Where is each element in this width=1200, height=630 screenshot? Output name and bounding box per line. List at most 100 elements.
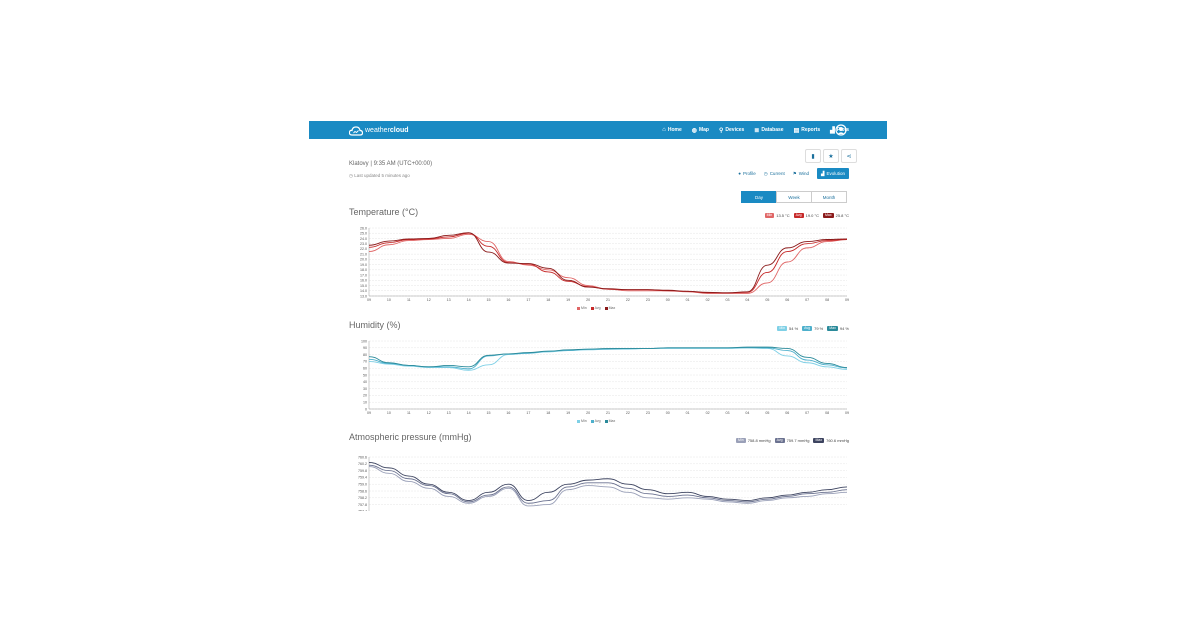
pressure-chart[interactable]: 760.6 760.2 759.8 759.4 759.0 758.6 758.2 757.8… — [349, 454, 849, 511]
share-button[interactable]: ⋖ — [841, 149, 857, 163]
temperature-badges: Min 13.5 °C Avg 19.0 °C Max 25.8 °C — [761, 213, 849, 218]
tab-evolution[interactable]: ▟ Evolution — [817, 168, 849, 179]
y-tick-label: 20 — [363, 394, 367, 398]
database-icon: ≣ — [754, 127, 760, 134]
y-tick-label: 17.0 — [360, 273, 367, 277]
nav-item-home[interactable]: ⌂ Home — [662, 127, 682, 133]
badge-value: 758.8 mmHg — [747, 438, 771, 443]
x-tick-label: 21 — [606, 411, 610, 415]
tab-label: Current — [769, 171, 785, 176]
legend-item-min[interactable]: Min — [577, 306, 587, 310]
y-tick-label: 15.0 — [360, 284, 367, 288]
badge-avg: Avg 79 % — [802, 326, 823, 331]
x-tick-label: 17 — [526, 298, 530, 302]
weathercloud-logo[interactable]: weather cloud — [349, 124, 409, 136]
y-tick-label: 13.0 — [360, 294, 367, 298]
x-tick-label: 21 — [606, 298, 610, 302]
nav-item-database[interactable]: ≣ Database — [754, 127, 783, 134]
y-tick-label: 758.6 — [358, 489, 367, 493]
nav-item-plots[interactable]: ▟ Plots — [830, 127, 849, 134]
nav-item-label: Devices — [725, 127, 745, 133]
x-tick-label: 09 — [367, 298, 371, 302]
range-day-button[interactable]: Day — [741, 191, 777, 203]
badge-tag: Min — [777, 326, 788, 331]
x-tick-label: 11 — [407, 411, 411, 415]
x-tick-label: 15 — [487, 298, 491, 302]
legend-item-avg[interactable]: Avg — [590, 306, 601, 310]
clock-icon: ◷ — [349, 173, 355, 178]
temperature-chart[interactable]: 26.0 25.024.023.022.021.0 20.019.018.017.0… — [349, 225, 849, 305]
nav-item-devices[interactable]: ⚲ Devices — [719, 127, 744, 134]
bar-chart-icon: ▮ — [811, 153, 815, 160]
x-tick-label: 20 — [586, 411, 590, 415]
badge-min: Min 13.5 °C — [764, 213, 790, 218]
nav-item-map[interactable]: ◍ Map — [692, 127, 709, 134]
x-tick-label: 12 — [427, 411, 431, 415]
x-tick-label: 22 — [626, 411, 630, 415]
badge-tag: Max — [813, 438, 825, 443]
y-tick-label: 70 — [363, 360, 367, 364]
nav-item-reports[interactable]: ▤ Reports — [794, 127, 821, 134]
stats-button[interactable]: ▮ — [805, 149, 821, 163]
station-action-buttons: ▮ ★ ⋖ — [803, 149, 857, 163]
x-tick-label: 13 — [447, 298, 451, 302]
y-tick-label: 60 — [363, 367, 367, 371]
tab-label: Evolution — [826, 171, 845, 176]
tab-profile[interactable]: ● Profile — [738, 171, 755, 176]
user-avatar-icon[interactable] — [835, 124, 847, 136]
legend-item-avg[interactable]: Avg — [590, 419, 601, 423]
pressure-badges: Min 758.8 mmHg Avg 759.7 mmHg Max 760.6 mmH… — [732, 438, 849, 443]
badge-tag: Avg — [793, 213, 804, 218]
x-tick-label: 09 — [845, 298, 849, 302]
badge-tag: Max — [827, 326, 838, 331]
nav-item-label: Database — [761, 127, 784, 133]
x-tick-label: 19 — [566, 411, 570, 415]
legend-label: Min — [581, 306, 587, 310]
tab-current[interactable]: ◷ Current — [764, 171, 785, 177]
share-icon: ⋖ — [846, 153, 852, 160]
x-tick-label: 11 — [407, 298, 411, 302]
cloud-logo-icon — [349, 125, 363, 136]
temperature-legend: Min Avg Max — [575, 306, 617, 310]
last-updated-text: Last updated 5 minutes ago — [354, 173, 410, 178]
legend-swatch — [604, 306, 608, 310]
tab-wind[interactable]: ⚑ Wind — [793, 171, 809, 177]
x-tick-label: 10 — [387, 411, 391, 415]
tab-label: Wind — [798, 171, 810, 176]
legend-item-max[interactable]: Max — [604, 306, 615, 310]
x-tick-label: 02 — [706, 298, 710, 302]
badge-max: Max 94 % — [827, 326, 849, 331]
nav-menu: ⌂ Home ◍ Map ⚲ Devices ≣ Database ▤ Reports ▟… — [652, 121, 849, 139]
series-line-avg — [368, 232, 848, 294]
series-line-avg — [368, 464, 848, 504]
badge-tag: Min — [764, 213, 775, 218]
x-tick-label: 23 — [646, 298, 650, 302]
range-month-button[interactable]: Month — [811, 191, 847, 203]
y-tick-label: 19.0 — [360, 263, 367, 267]
pressure-title: Atmospheric pressure (mmHg) — [349, 432, 472, 442]
y-tick-label: 760.6 — [358, 455, 367, 459]
badge-value: 19.0 °C — [805, 213, 819, 218]
y-tick-label: 21.0 — [360, 252, 367, 256]
tab-label: Profile — [742, 171, 756, 176]
x-tick-label: 01 — [686, 411, 690, 415]
chart-icon: ▟ — [821, 170, 825, 176]
y-tick-label: 759.8 — [358, 469, 367, 473]
y-tick-label: 80 — [363, 353, 367, 357]
y-tick-label: 22.0 — [360, 247, 367, 251]
logo-text-suffix: cloud — [389, 126, 409, 134]
y-tick-label: 14.0 — [360, 289, 367, 293]
badge-value: 94 % — [839, 326, 849, 331]
badge-value: 54 % — [789, 326, 799, 331]
legend-item-min[interactable]: Min — [577, 419, 587, 423]
legend-item-max[interactable]: Max — [604, 419, 615, 423]
x-tick-label: 22 — [626, 298, 630, 302]
x-tick-label: 09 — [367, 411, 371, 415]
nav-item-label: Map — [698, 127, 709, 133]
humidity-badges: Min 54 % Avg 79 % Max 94 % — [773, 326, 849, 331]
x-tick-label: 02 — [706, 411, 710, 415]
favorite-button[interactable]: ★ — [823, 149, 839, 163]
range-week-button[interactable]: Week — [776, 191, 812, 203]
y-tick-label: 759.4 — [358, 476, 367, 480]
